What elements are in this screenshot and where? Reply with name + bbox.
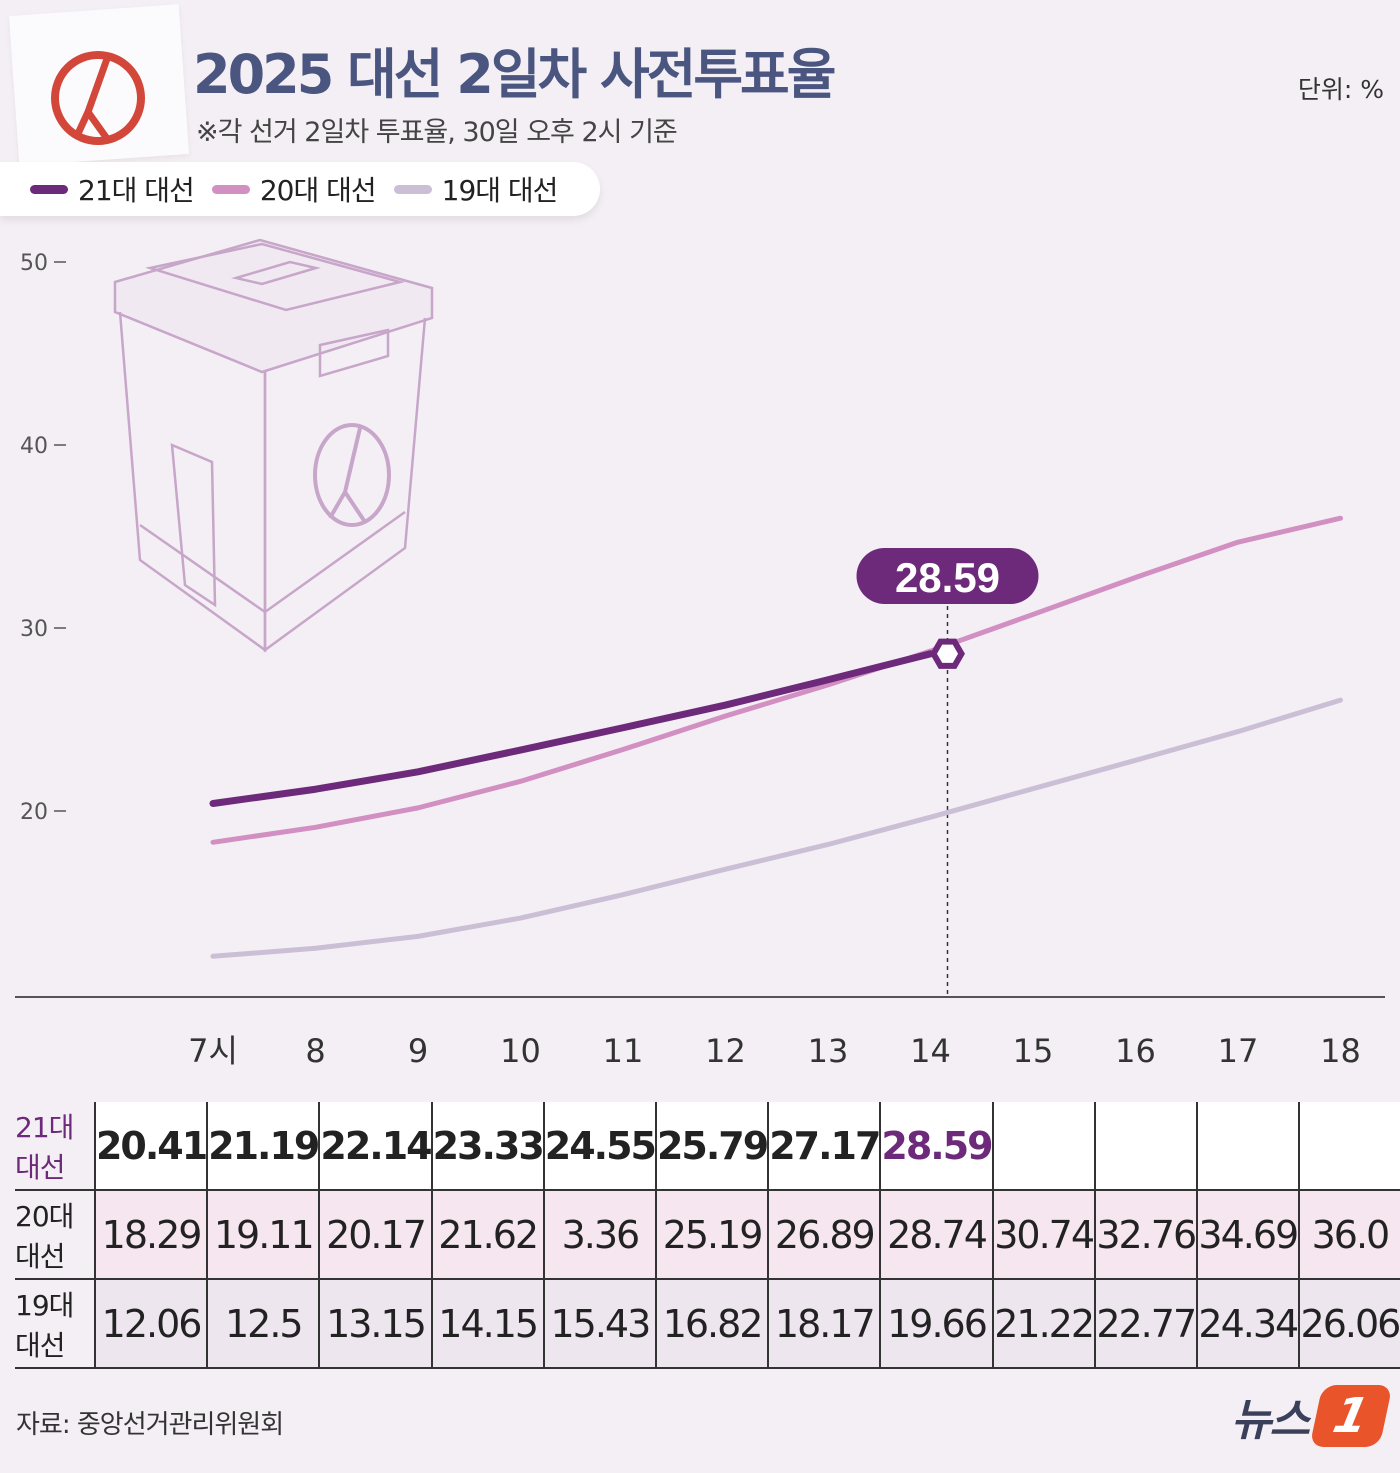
x-tick-label: 13	[808, 1032, 849, 1070]
table-row: 21대 대선 20.41 21.19 22.14 23.33 24.55 25.79 27.1…	[15, 1102, 1400, 1191]
legend: 21대 대선 20대 대선 19대 대선	[0, 162, 600, 216]
row-label: 20대 대선	[15, 1190, 95, 1280]
x-tick-label: 12	[705, 1032, 746, 1070]
table-cell	[1297, 1102, 1400, 1191]
legend-swatch	[211, 184, 250, 194]
table-cell: 12.5	[206, 1279, 320, 1369]
table-cell: 30.74	[991, 1190, 1095, 1280]
x-tick-label: 7시	[188, 1032, 238, 1070]
series-line-21	[209, 650, 934, 807]
legend-item-21: 21대 대선	[30, 169, 195, 209]
table-cell: 25.19	[654, 1190, 769, 1280]
table-cell: 3.36	[542, 1190, 656, 1280]
ballot-box-illustration	[113, 238, 434, 653]
line-chart: 50 40 30 20 7시 8 9 10 11 12 13 14 15 16 17 18 28.59	[15, 238, 1385, 1070]
news1-logo: 뉴스 1	[1231, 1384, 1393, 1448]
x-tick-label: 9	[408, 1032, 428, 1070]
x-tick-label: 11	[603, 1032, 644, 1070]
series-line-20	[210, 515, 1343, 845]
table-cell: 36.0	[1297, 1190, 1400, 1280]
table-cell	[1093, 1102, 1197, 1191]
highlight-value: 28.59	[895, 554, 1000, 601]
table-cell: 18.29	[93, 1190, 208, 1280]
table-row: 19대 대선 12.06 12.5 13.15 14.15 15.43 16.82 18.17…	[15, 1279, 1400, 1369]
row-label: 19대 대선	[15, 1279, 95, 1369]
table-cell: 25.79	[654, 1102, 769, 1191]
legend-swatch	[393, 184, 432, 194]
table-cell: 24.34	[1195, 1279, 1299, 1369]
table-cell	[991, 1102, 1095, 1191]
legend-label: 19대 대선	[441, 174, 559, 207]
source-note: 자료: 중앙선거관리위원회	[16, 1410, 284, 1440]
table-cell: 24.55	[542, 1102, 657, 1191]
legend-item-20: 20대 대선	[211, 169, 377, 209]
table-cell: 32.76	[1093, 1190, 1197, 1280]
table-cell: 21.22	[991, 1279, 1095, 1369]
table-cell: 12.06	[93, 1279, 208, 1369]
table-cell: 27.17	[767, 1102, 881, 1191]
table-cell: 20.17	[318, 1190, 432, 1280]
y-tick-label: 40	[20, 434, 48, 459]
table-cell: 20.41	[93, 1102, 208, 1191]
x-axis: 7시 8 9 10 11 12 13 14 15 16 17 18	[188, 1032, 1361, 1070]
highlight-marker	[930, 638, 965, 669]
table-cell: 18.17	[767, 1279, 881, 1369]
vote-stamp-icon	[51, 51, 145, 145]
table-cell: 14.15	[430, 1279, 544, 1369]
x-tick-label: 15	[1013, 1032, 1054, 1070]
logo-badge: 1	[1309, 1385, 1393, 1447]
table-cell: 22.14	[318, 1102, 433, 1191]
row-label: 21대 대선	[15, 1102, 95, 1191]
table-cell: 26.06	[1297, 1279, 1400, 1369]
series-lines	[209, 515, 1343, 959]
table-cell: 28.59	[879, 1102, 994, 1191]
data-table: 21대 대선 20.41 21.19 22.14 23.33 24.55 25.79 27.1…	[15, 1102, 1400, 1369]
table-cell: 23.33	[430, 1102, 545, 1191]
table-cell: 13.15	[318, 1279, 432, 1369]
table-cell: 26.89	[767, 1190, 881, 1280]
legend-item-19: 19대 대선	[393, 169, 559, 209]
y-axis: 50 40 30 20	[20, 251, 66, 825]
legend-label: 21대 대선	[78, 174, 195, 207]
x-tick-label: 8	[305, 1032, 325, 1070]
x-tick-label: 17	[1218, 1032, 1259, 1070]
chart-subtitle: ※각 선거 2일차 투표율, 30일 오후 2시 기준	[196, 117, 678, 148]
highlight-callout: 28.59	[856, 548, 1039, 669]
table-cell: 21.19	[206, 1102, 320, 1191]
table-cell: 16.82	[654, 1279, 769, 1369]
x-tick-label: 18	[1320, 1032, 1361, 1070]
logo-text: 뉴스	[1231, 1395, 1310, 1446]
y-tick-label: 30	[20, 617, 48, 642]
table-cell	[1195, 1102, 1299, 1191]
x-tick-label: 10	[500, 1032, 541, 1070]
legend-swatch	[30, 184, 68, 194]
y-tick-label: 20	[20, 800, 48, 825]
x-tick-label: 14	[910, 1032, 951, 1070]
table-cell: 19.11	[206, 1190, 320, 1280]
table-cell: 15.43	[542, 1279, 656, 1369]
table-cell: 19.66	[879, 1279, 993, 1369]
table-row: 20대 대선 18.29 19.11 20.17 21.62 3.36 25.19 26.89…	[15, 1190, 1400, 1280]
table-cell: 34.69	[1195, 1190, 1299, 1280]
highlight-bubble	[856, 548, 1039, 604]
unit-label: 단위: %	[1297, 75, 1384, 104]
series-line-19	[210, 697, 1343, 959]
table-cell: 22.77	[1093, 1279, 1197, 1369]
y-tick-label: 50	[20, 251, 48, 276]
legend-label: 20대 대선	[259, 174, 377, 207]
chart-title: 2025 대선 2일차 사전투표율	[193, 43, 836, 106]
table-cell: 21.62	[430, 1190, 544, 1280]
table-cell: 28.74	[879, 1190, 993, 1280]
x-tick-label: 16	[1115, 1032, 1156, 1070]
